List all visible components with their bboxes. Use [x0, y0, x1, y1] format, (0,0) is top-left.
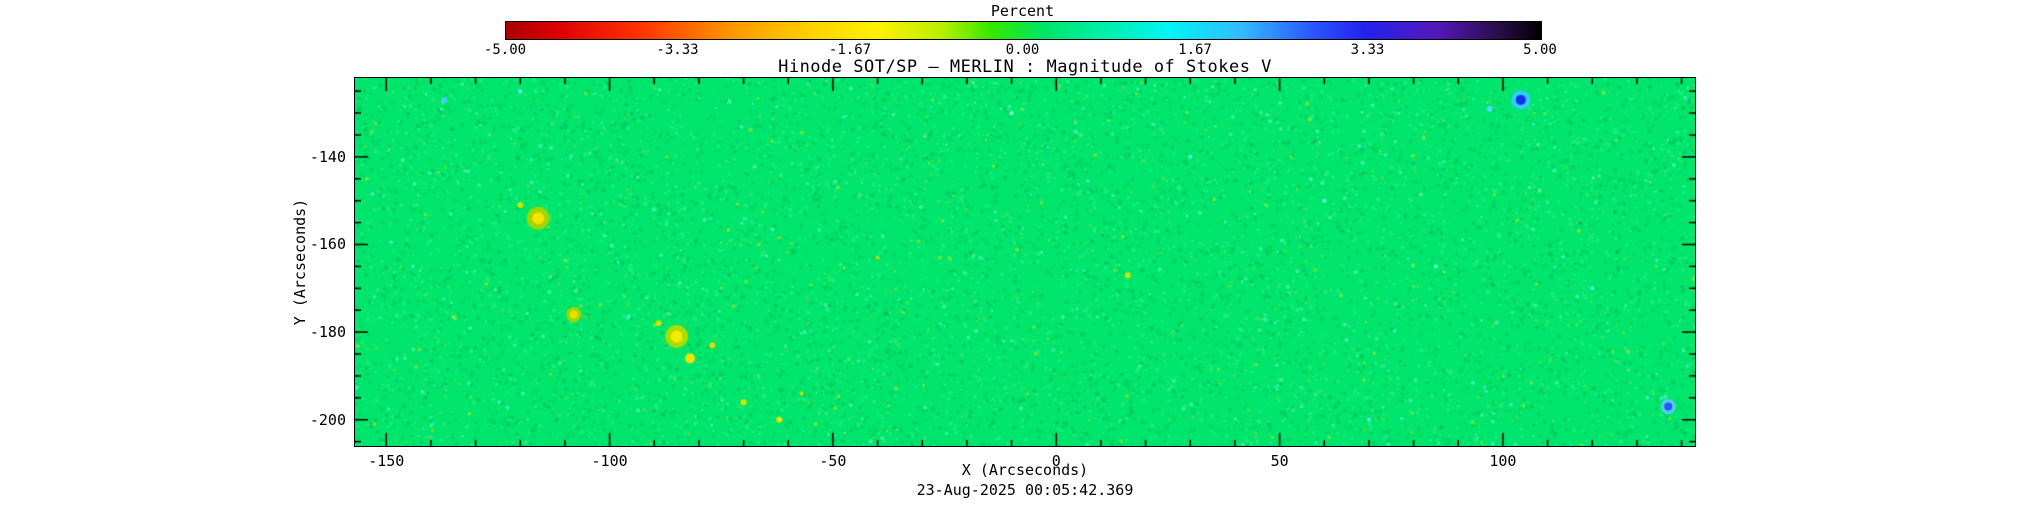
colorbar-tick-label: -1.67	[828, 42, 872, 58]
plot-title: Hinode SOT/SP — MERLIN : Magnitude of St…	[778, 57, 1272, 77]
timestamp: 23-Aug-2025 00:05:42.369	[916, 481, 1134, 499]
colorbar-tick-label: 5.00	[1523, 42, 1557, 58]
colorbar-tick-label: -5.00	[483, 42, 527, 58]
colorbar-tick-label: 0.00	[1005, 42, 1040, 58]
colorbar-tick-labels: -5.00 -3.33 -1.67 0.00 1.67 3.33 5.00	[484, 42, 1557, 58]
y-tick-label: -180	[309, 323, 346, 342]
plot-area	[354, 77, 1696, 447]
y-axis-label: Y (Arcseconds)	[291, 198, 309, 326]
colorbar-title: Percent	[990, 2, 1055, 20]
colorbar-gradient	[505, 21, 1542, 40]
colorbar-tick-label: 3.33	[1350, 42, 1385, 58]
colorbar-tick-label: -3.33	[656, 42, 699, 58]
y-tick-label: -200	[309, 410, 346, 429]
heatmap-canvas	[355, 78, 1695, 446]
x-axis-label: X (Arcseconds)	[961, 461, 1089, 479]
colorbar-tick-label: 1.67	[1178, 42, 1212, 58]
y-tick-label: -160	[309, 235, 346, 254]
y-tick-label: -140	[309, 147, 346, 166]
